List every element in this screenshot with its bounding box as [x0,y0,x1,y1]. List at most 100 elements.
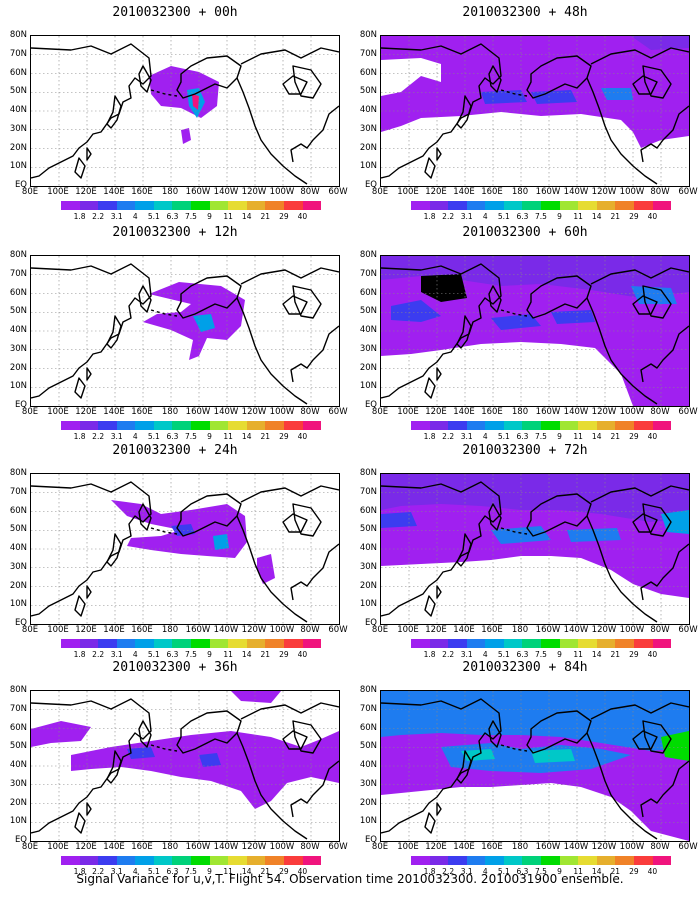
colorbar-tick-label: 3.1 [460,650,473,659]
colorbar-tick-label: 5.1 [147,212,160,221]
latitude-label: 30N [359,343,377,354]
longitude-label: 120W [241,407,267,417]
colorbar-swatch [228,421,247,430]
latitude-label: 30N [359,778,377,789]
colorbar-tick-label: 29 [279,650,289,659]
latitude-label: 20N [9,142,27,153]
latitude-label: 50N [9,306,27,317]
longitude-label: 100E [397,842,419,852]
colorbar-tick-label: 1.8 [73,867,86,876]
variance-region [192,94,199,110]
colorbar-tick-label: 1.8 [423,650,436,659]
longitude-label: 160W [185,842,211,852]
colorbar-swatch [466,421,486,430]
latitude-label: 70N [359,703,377,714]
colorbar-swatch [98,421,117,430]
longitude-label: 140E [453,407,475,417]
colorbar-tick-label: 40 [297,432,308,441]
colorbar-swatch [559,421,579,430]
gridlines [381,691,689,841]
variance-region [127,747,155,759]
variance-region [199,753,221,767]
variance-region [601,88,633,100]
colorbar-swatch [228,639,247,648]
longitude-label: 80W [650,407,670,417]
colorbar-tick-label: 11 [223,212,233,221]
colorbar-swatch [172,421,192,430]
colorbar-swatch [302,201,322,210]
coastlines [31,698,339,840]
longitude-label: 120E [425,187,447,197]
colorbar-tick-label: 5.1 [147,432,160,441]
longitude-label: 180 [511,407,529,417]
latitude-label: 60N [9,67,27,78]
colorbar-tick-label: 14 [591,867,602,876]
longitude-label: 100W [619,625,645,635]
longitude-label: 100E [47,625,69,635]
colorbar-swatch [466,856,486,865]
longitude-label: 160E [131,407,153,417]
longitude-label: 80E [21,187,39,197]
colorbar-tick-label: 11 [573,212,583,221]
colorbar-swatch [79,856,99,865]
colorbar-swatch [429,201,449,210]
map-plot [30,35,340,187]
colorbar-tick-label: 2.2 [442,212,455,221]
colorbar-swatch [411,639,430,648]
longitude-label: 140W [563,842,589,852]
variance-region [491,314,541,330]
colorbar-swatch [466,201,486,210]
colorbar-tick-label: 9 [557,650,562,659]
colorbar-swatch [61,201,80,210]
colorbar-tick-label: 14 [241,650,252,659]
colorbar-swatch [209,856,229,865]
longitude-label: 140W [213,625,239,635]
variance-region [213,534,229,550]
colorbar-tick-label: 40 [647,212,658,221]
longitude-label: 100E [47,187,69,197]
latitude-label: 50N [359,306,377,317]
colorbar-swatch [633,856,653,865]
longitude-label: 120W [591,187,617,197]
colorbar-tick-label: 2.2 [92,650,105,659]
colorbar-tick-label: 4 [132,432,138,441]
colorbar-tick-label: 2.2 [92,212,105,221]
colorbar [61,201,322,210]
latitude-label: 60N [9,505,27,516]
colorbar-swatch [116,201,136,210]
longitude-label: 100E [47,842,69,852]
map-plot [380,690,690,842]
colorbar-swatch [61,639,80,648]
map-plot [380,473,690,625]
longitude-label: 60W [328,407,348,417]
colorbar-tick-label: 5.1 [497,867,510,876]
latitude-label: 40N [9,760,27,770]
variance-region [381,256,689,298]
latitude-label: 10N [9,381,27,392]
colorbar-swatch [153,856,173,865]
map-panel-2: 2010032300 + 12h [5,225,348,441]
colorbar-swatch [116,856,136,865]
longitude-label: 60W [328,187,348,197]
longitude-label: 140W [213,842,239,852]
latitude-label: 80N [9,250,27,260]
colorbar-tick-label: 3.1 [460,212,473,221]
colorbar-swatch [448,639,467,648]
colorbar-tick-label: 29 [629,212,639,221]
variance-field [31,691,339,809]
latitude-label: 80N [359,250,377,260]
colorbar-tick-label: 4 [132,212,138,221]
colorbar-swatch [246,856,266,865]
latitude-label: EQ [14,835,27,845]
longitude-label: 80W [650,187,670,197]
colorbar-swatch [522,856,542,865]
latitude-label: 10N [9,816,27,827]
longitude-label: 80W [300,187,320,197]
colorbar-swatch [503,421,523,430]
latitude-label: 70N [9,48,27,59]
colorbar-swatch [615,856,634,865]
latitude-label: 40N [359,325,377,335]
longitude-label: 160W [185,625,211,635]
latitude-label: 50N [359,524,377,535]
colorbar-tick-label: 4 [132,650,138,659]
